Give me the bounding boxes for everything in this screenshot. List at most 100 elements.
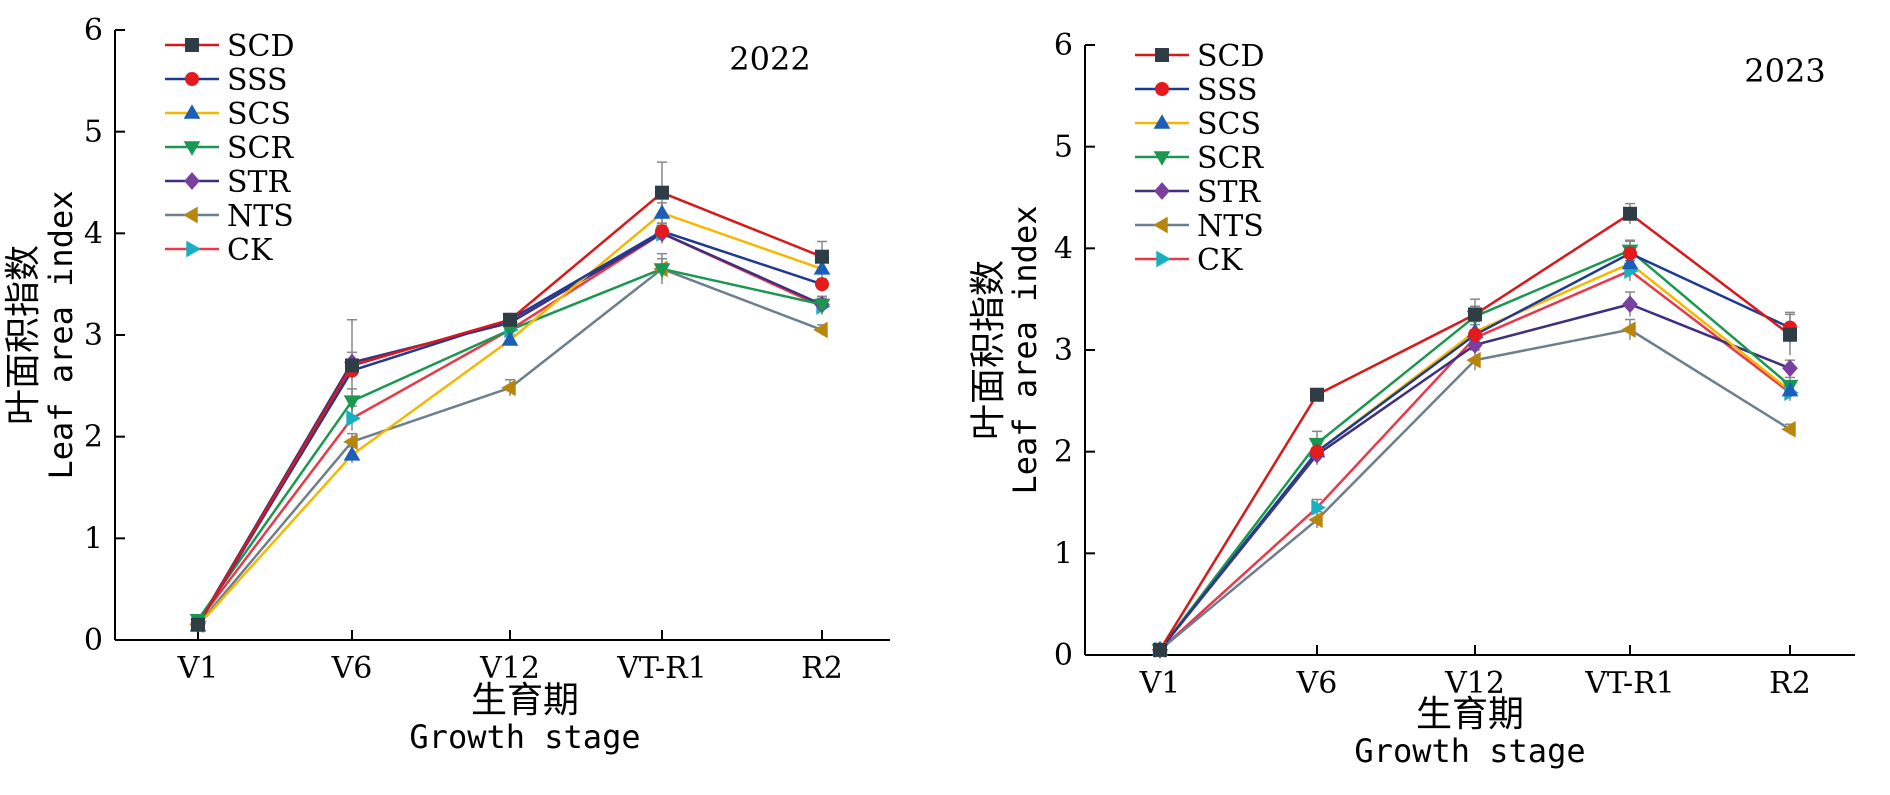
y-axis-title-en: Leaf area index bbox=[42, 191, 80, 480]
data-point-scd bbox=[655, 185, 669, 200]
series-line-sss bbox=[196, 229, 823, 626]
y-tick-label: 5 bbox=[1054, 130, 1073, 165]
legend-marker-ck bbox=[1156, 250, 1171, 268]
data-point-nts bbox=[813, 321, 828, 339]
legend-label-scd: SCD bbox=[1197, 39, 1265, 74]
data-point-scs bbox=[501, 331, 519, 346]
x-tick-label: R2 bbox=[1769, 666, 1811, 701]
x-tick-label: V12 bbox=[479, 651, 540, 686]
y-tick-label: 1 bbox=[1054, 536, 1073, 571]
data-point-scr bbox=[653, 263, 671, 278]
data-point-scd bbox=[1623, 206, 1637, 221]
x-tick-label: V6 bbox=[331, 651, 373, 686]
x-axis-title-en: Growth stage bbox=[409, 718, 640, 756]
y-tick-label: 6 bbox=[84, 13, 103, 48]
y-tick-label: 0 bbox=[1054, 638, 1073, 673]
legend-marker-nts bbox=[1153, 216, 1168, 234]
legend-marker-scr bbox=[183, 141, 201, 156]
legend-label-str: STR bbox=[1197, 175, 1262, 210]
legend-label-scr: SCR bbox=[227, 131, 295, 166]
data-point-scs bbox=[1621, 254, 1639, 270]
data-point-nts bbox=[1308, 511, 1323, 529]
x-axis-title-cn: 生育期 bbox=[1416, 694, 1524, 735]
legend-marker-str bbox=[184, 172, 200, 190]
y-tick-label: 4 bbox=[1054, 231, 1073, 266]
data-point-ck bbox=[1311, 499, 1326, 516]
data-point-sss bbox=[655, 224, 669, 239]
legend-label-nts: NTS bbox=[227, 199, 294, 234]
data-point-scd bbox=[345, 358, 359, 373]
x-axis-title-en: Growth stage bbox=[1354, 732, 1585, 770]
data-point-scs bbox=[1781, 381, 1799, 397]
y-tick-label: 6 bbox=[1054, 28, 1073, 63]
series-line-scd bbox=[196, 191, 823, 626]
data-point-sss bbox=[815, 277, 829, 292]
x-tick-label: V1 bbox=[177, 651, 219, 686]
year-label: 2022 bbox=[729, 40, 810, 78]
data-point-scd bbox=[503, 312, 517, 327]
data-point-nts bbox=[1621, 321, 1636, 339]
data-point-sss bbox=[1623, 246, 1637, 261]
data-point-scs bbox=[813, 260, 831, 275]
series-line-str bbox=[196, 231, 823, 625]
data-point-scs bbox=[343, 446, 361, 461]
x-tick-label: R2 bbox=[801, 651, 843, 686]
y-axis-title-cn: 叶面积指数 bbox=[968, 260, 1009, 440]
y-tick-label: 5 bbox=[84, 115, 103, 150]
data-point-scd bbox=[1468, 307, 1482, 322]
legend-label-str: STR bbox=[227, 165, 292, 200]
data-point-sss bbox=[1310, 444, 1324, 459]
y-axis-title-en: Leaf area index bbox=[1006, 206, 1044, 495]
series-line-ck bbox=[197, 231, 823, 623]
legend-marker-scr bbox=[1153, 151, 1171, 166]
legend-marker-scs bbox=[183, 104, 201, 119]
legend-marker-str bbox=[1154, 182, 1170, 200]
data-point-nts bbox=[343, 433, 358, 451]
series-line-scd bbox=[1158, 212, 1791, 651]
series-line-nts bbox=[1159, 328, 1791, 651]
legend-marker-sss bbox=[185, 72, 199, 86]
data-point-scs bbox=[653, 204, 671, 219]
data-point-str bbox=[1467, 336, 1483, 354]
data-point-nts bbox=[501, 379, 516, 397]
legend-label-scs: SCS bbox=[1197, 107, 1261, 142]
legend-label-sss: SSS bbox=[1197, 73, 1258, 108]
data-point-scd bbox=[1783, 327, 1797, 342]
y-tick-label: 2 bbox=[84, 420, 103, 455]
x-tick-label: VT-R1 bbox=[616, 651, 707, 686]
legend-marker-nts bbox=[183, 206, 198, 224]
data-point-sss bbox=[1468, 327, 1482, 342]
x-axis-title-cn: 生育期 bbox=[471, 680, 579, 721]
data-point-scr bbox=[813, 298, 831, 314]
legend-label-nts: NTS bbox=[1197, 209, 1264, 244]
series-line-scs bbox=[197, 211, 823, 627]
legend-label-scd: SCD bbox=[227, 29, 295, 64]
legend-label-ck: CK bbox=[227, 233, 273, 268]
data-point-scd bbox=[1153, 642, 1167, 657]
data-point-scd bbox=[815, 249, 829, 264]
y-tick-label: 3 bbox=[84, 318, 103, 353]
legend-label-sss: SSS bbox=[227, 63, 288, 98]
y-tick-label: 4 bbox=[84, 216, 103, 251]
data-point-scr bbox=[343, 395, 361, 410]
legend-marker-scd bbox=[1155, 48, 1169, 62]
data-point-str bbox=[1782, 359, 1798, 378]
x-tick-label: V12 bbox=[1444, 666, 1505, 701]
y-tick-label: 2 bbox=[1054, 435, 1073, 470]
data-point-ck bbox=[346, 410, 361, 427]
x-tick-label: V1 bbox=[1139, 666, 1181, 701]
legend-marker-scs bbox=[1153, 114, 1171, 129]
data-point-scd bbox=[1310, 387, 1324, 402]
legend-marker-sss bbox=[1155, 82, 1169, 96]
y-tick-label: 0 bbox=[84, 623, 103, 658]
x-tick-label: VT-R1 bbox=[1584, 666, 1675, 701]
x-tick-label: V6 bbox=[1296, 666, 1338, 701]
year-label: 2023 bbox=[1744, 52, 1825, 90]
legend-label-scs: SCS bbox=[227, 97, 291, 132]
data-point-nts bbox=[1466, 351, 1481, 369]
